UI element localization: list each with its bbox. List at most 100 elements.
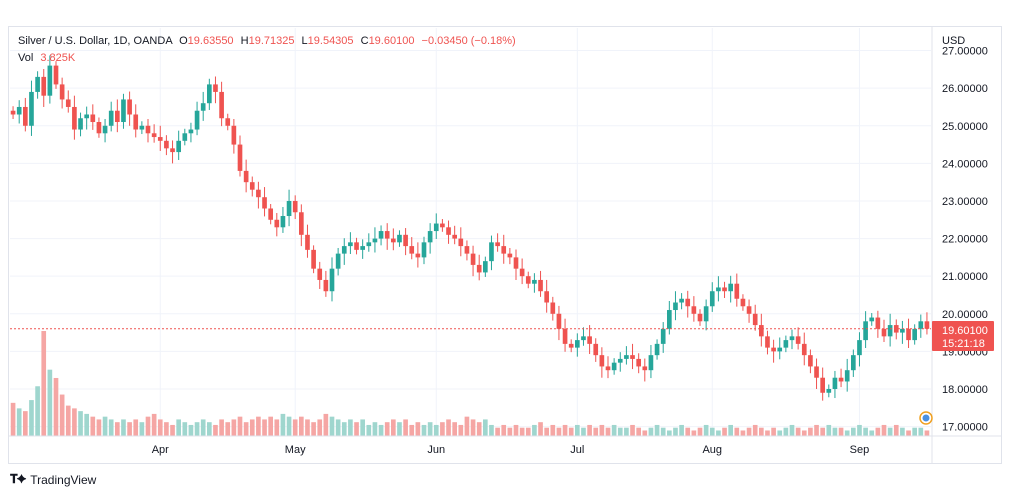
- x-tick-label: Apr: [152, 444, 169, 456]
- volume-bar: [360, 419, 365, 436]
- candle-body: [65, 99, 71, 107]
- candle-body: [685, 298, 691, 307]
- candle-body: [360, 246, 365, 250]
- volume-label[interactable]: Vol: [18, 52, 34, 64]
- volume-bar: [335, 419, 341, 436]
- candle-body: [538, 279, 543, 292]
- volume-bar: [667, 430, 672, 436]
- time-axis[interactable]: Apr May Jun Jul Aug Sep: [152, 444, 870, 456]
- volume-bar: [679, 424, 684, 436]
- symbol-title[interactable]: Silver / U.S. Dollar, 1D, OANDA: [18, 35, 173, 47]
- volume-bar: [722, 427, 727, 436]
- candle-body: [734, 283, 740, 299]
- candle-body: [317, 268, 323, 280]
- candle-body: [440, 223, 445, 228]
- candle-body: [403, 234, 408, 247]
- volume-bar: [433, 424, 439, 436]
- candle-body: [219, 91, 224, 119]
- candle-body: [121, 99, 126, 123]
- grid-lines: [10, 28, 931, 436]
- candle-body: [495, 242, 500, 247]
- volume-bar: [728, 424, 733, 436]
- tradingview-logo[interactable]: 𝐓✦ TradingView: [10, 472, 96, 487]
- volume-bars: [10, 331, 930, 436]
- volume-bar: [532, 424, 537, 436]
- volume-bar: [893, 424, 899, 436]
- volume-bar: [225, 422, 231, 436]
- candle-body: [844, 370, 850, 382]
- volume-bar: [231, 419, 237, 436]
- volume-bar: [838, 427, 844, 436]
- candle-body: [47, 65, 53, 96]
- candle-body: [893, 325, 899, 333]
- volume-bar: [918, 427, 924, 436]
- candle-body: [127, 99, 132, 115]
- candle-body: [801, 343, 807, 356]
- price-axis[interactable]: USD 17.0000018.0000019.0000020.0000021.0…: [942, 35, 988, 434]
- volume-bar: [525, 427, 531, 436]
- candle-body: [789, 336, 795, 341]
- candle-body: [667, 310, 672, 329]
- currency-label: USD: [942, 35, 965, 47]
- candle-body: [274, 219, 280, 228]
- candle-body: [280, 216, 286, 228]
- candle-body: [808, 355, 813, 367]
- volume-bar: [213, 424, 218, 436]
- y-tick-label: 25.00000: [942, 121, 988, 133]
- candle-body: [826, 388, 832, 393]
- last-price-badge: 19.60100 15:21:18: [932, 321, 994, 351]
- volume-bar: [519, 427, 525, 436]
- low-label: L: [301, 35, 308, 47]
- candle-body: [746, 306, 752, 314]
- volume-bar: [759, 427, 764, 436]
- candle-body: [581, 336, 586, 341]
- candle-body: [851, 355, 856, 371]
- volume-bar: [341, 422, 347, 436]
- candle-body: [838, 377, 844, 382]
- volume-bar: [476, 422, 482, 436]
- candle-body: [311, 249, 316, 269]
- candle-body: [366, 242, 372, 247]
- volume-bar: [108, 419, 114, 436]
- volume-bar: [906, 430, 911, 436]
- low-value: 19.54305: [307, 35, 354, 47]
- volume-bar: [372, 422, 378, 436]
- volume-bar: [23, 411, 28, 436]
- volume-bar: [789, 424, 795, 436]
- volume-bar: [262, 419, 267, 436]
- candle-body: [268, 208, 273, 220]
- volume-bar: [72, 408, 77, 436]
- volume-bar: [458, 424, 464, 436]
- candle-body: [200, 103, 206, 111]
- volume-bar: [808, 427, 813, 436]
- volume-bar: [41, 331, 47, 436]
- candle-body: [624, 355, 629, 359]
- volume-bar: [851, 427, 856, 436]
- candle-body: [660, 328, 666, 344]
- candle-body: [783, 340, 789, 348]
- candle-body: [630, 355, 635, 359]
- candle-body: [857, 340, 862, 356]
- volume-bar: [826, 424, 832, 436]
- candle-body: [249, 182, 255, 190]
- candle-body: [489, 242, 494, 262]
- candle-body: [90, 114, 96, 123]
- candle-body: [164, 140, 169, 149]
- volume-bar: [182, 422, 188, 436]
- candle-body: [115, 110, 120, 123]
- candle-body: [348, 242, 353, 247]
- volume-bar: [716, 430, 721, 436]
- volume-bar: [323, 413, 329, 436]
- volume-bar: [550, 424, 556, 436]
- high-value: 19.71325: [248, 35, 295, 47]
- volume-bar: [691, 430, 697, 436]
- volume-bar: [446, 419, 451, 436]
- candle-body: [703, 306, 709, 322]
- volume-bar: [654, 424, 660, 436]
- event-flag-icon[interactable]: [919, 411, 933, 425]
- volume-bar: [746, 427, 752, 436]
- candle-body: [182, 133, 188, 141]
- volume-bar: [200, 419, 206, 436]
- volume-bar: [415, 422, 421, 436]
